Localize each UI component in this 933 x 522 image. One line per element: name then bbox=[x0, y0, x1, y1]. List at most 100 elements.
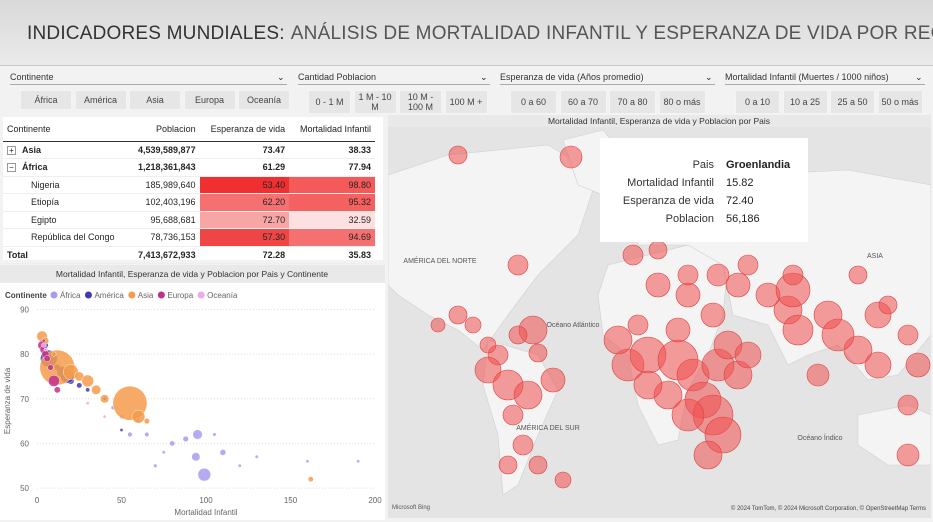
table: Continente Poblacion Esperanza de vida Mort… bbox=[3, 117, 375, 264]
legend-label: Europa bbox=[167, 291, 193, 300]
map-bubble bbox=[430, 317, 446, 333]
map-bubble bbox=[622, 244, 644, 266]
tooltip-key: Pais bbox=[693, 159, 715, 171]
dropdown-chevron[interactable]: ⌄ bbox=[915, 72, 923, 82]
scatter-point bbox=[169, 440, 175, 447]
table-cell: 95,688,681 bbox=[128, 211, 200, 229]
scatter-point bbox=[143, 418, 150, 425]
dropdown-chevron[interactable]: ⌄ bbox=[705, 72, 713, 82]
title-bar bbox=[388, 115, 931, 127]
filter-button[interactable]: 50 o más bbox=[877, 90, 923, 114]
dropdown-chevron[interactable]: ⌄ bbox=[480, 72, 488, 82]
y-axis-label: Esperanza de vida bbox=[3, 367, 12, 434]
filter: Esperanza de vida (Años promedio) ⌄ 0 a 60… bbox=[500, 70, 715, 114]
filter-button[interactable]: 70 a 80 bbox=[609, 90, 656, 114]
filter-button[interactable]: 10 a 25 bbox=[782, 90, 828, 114]
dropdown-chevron[interactable]: ⌄ bbox=[277, 72, 285, 82]
filter-button[interactable]: 25 a 50 bbox=[830, 90, 875, 114]
scatter-point bbox=[127, 431, 133, 438]
filter-button[interactable]: Asia bbox=[129, 90, 181, 110]
cell-text: 78,736,153 bbox=[150, 232, 196, 243]
legend-marker bbox=[128, 291, 136, 299]
table-cell: 1,218,361,843 bbox=[128, 158, 200, 177]
map-title: Mortalidad Infantil, Esperanza de vida y… bbox=[548, 116, 770, 126]
scatter-point bbox=[48, 375, 60, 387]
expand-toggle[interactable]: + bbox=[7, 145, 16, 155]
cell-text: Etiopía bbox=[31, 197, 60, 208]
y-tick-label: 50 bbox=[20, 484, 29, 493]
cell-text: 72.28 bbox=[262, 249, 286, 260]
filter-button[interactable]: 0 a 10 bbox=[735, 90, 780, 114]
filter-label: Continente bbox=[10, 72, 54, 82]
expand-toggle[interactable]: − bbox=[7, 163, 16, 173]
map-bubble bbox=[603, 325, 633, 355]
filter-button[interactable]: 0 a 60 bbox=[510, 90, 557, 114]
filter: Continente ⌄ África América Asia Europa Oceaní… bbox=[10, 70, 290, 114]
map-bubble bbox=[848, 265, 868, 285]
tooltip-key: Poblacion bbox=[666, 213, 714, 225]
total-row: Total 7,413,672,933 72.28 35.83 bbox=[3, 245, 375, 264]
filter-button[interactable]: África bbox=[20, 90, 72, 110]
map-bubble bbox=[645, 272, 671, 298]
filter-underline bbox=[10, 84, 287, 85]
map-bubble bbox=[821, 318, 855, 352]
filter-button[interactable]: 1 M - 10 M bbox=[353, 90, 397, 114]
scatter-point bbox=[41, 342, 47, 348]
legend-label: Oceanía bbox=[207, 291, 238, 300]
filter-button[interactable]: 80 o más bbox=[658, 90, 706, 114]
legend-marker bbox=[84, 291, 92, 299]
map-bubble bbox=[878, 295, 898, 315]
filter-button[interactable]: 100 M + bbox=[444, 90, 488, 114]
map-bubble bbox=[677, 264, 699, 286]
filter-label: Esperanza de vida (Años promedio) bbox=[500, 72, 644, 82]
filter-button[interactable]: Europa bbox=[183, 90, 236, 110]
map-label: ASIA bbox=[867, 253, 883, 260]
filter-button[interactable]: 60 a 70 bbox=[559, 90, 607, 114]
map-bubble bbox=[633, 370, 663, 400]
map-bubble bbox=[864, 351, 892, 379]
table-cell: Nigeria bbox=[3, 176, 129, 194]
legend-marker bbox=[157, 291, 165, 299]
map-label: Océano Índico bbox=[797, 433, 842, 442]
map-bubble bbox=[648, 240, 668, 260]
table-cell: 32.59 bbox=[289, 211, 375, 229]
scatter-point bbox=[356, 459, 360, 464]
title-strong: INDICADORES MUNDIALES: bbox=[27, 23, 285, 44]
table-cell: 95.32 bbox=[289, 193, 375, 212]
map-bubble bbox=[507, 254, 529, 276]
map-bubble bbox=[700, 302, 726, 328]
cell-text: 38.33 bbox=[348, 144, 371, 155]
filter-label: Cantidad Poblacion bbox=[298, 72, 377, 82]
map-attribution: © 2024 TomTom, © 2024 Microsoft Corporat… bbox=[731, 505, 926, 512]
chart-title: Mortalidad Infantil, Esperanza de vida y… bbox=[56, 269, 328, 279]
tooltip-value: 72.40 bbox=[726, 195, 754, 207]
scatter-point bbox=[81, 374, 94, 388]
filter-button[interactable]: 0 - 1 M bbox=[308, 90, 351, 114]
y-tick-label: 80 bbox=[20, 350, 29, 359]
map-logo: Microsoft Bing bbox=[392, 505, 430, 511]
map-bubble bbox=[725, 272, 751, 298]
cell-text: África bbox=[22, 162, 48, 173]
cell-text: Nigeria bbox=[31, 179, 60, 190]
legend-marker bbox=[197, 291, 205, 299]
map-bubble bbox=[897, 394, 919, 416]
table-cell: 73.47 bbox=[199, 141, 290, 159]
filter: Mortalidad Infantil (Muertes / 1000 niño… bbox=[725, 70, 925, 114]
column-header: Poblacion bbox=[128, 117, 200, 142]
filter-button[interactable]: Oceanía bbox=[238, 90, 290, 110]
map-bubble bbox=[464, 316, 482, 334]
scatter-point bbox=[153, 463, 158, 468]
table-cell: Egipto bbox=[3, 211, 129, 229]
table-cell: 102,403,196 bbox=[128, 193, 200, 212]
map-label: AMÉRICA DEL SUR bbox=[516, 423, 580, 432]
filter-button[interactable]: 10 M - 100 M bbox=[399, 90, 442, 114]
scatter-point bbox=[85, 401, 90, 406]
table-row: Nigeria 185,989,640 53.40 98.80 bbox=[3, 176, 375, 194]
map-bubble bbox=[627, 314, 649, 336]
table-cell: − África bbox=[3, 158, 129, 177]
table-cell: + Asia bbox=[3, 141, 129, 159]
filter-button[interactable]: América bbox=[74, 90, 127, 110]
table-cell: 53.40 bbox=[199, 176, 290, 194]
scatter-point bbox=[76, 382, 83, 389]
